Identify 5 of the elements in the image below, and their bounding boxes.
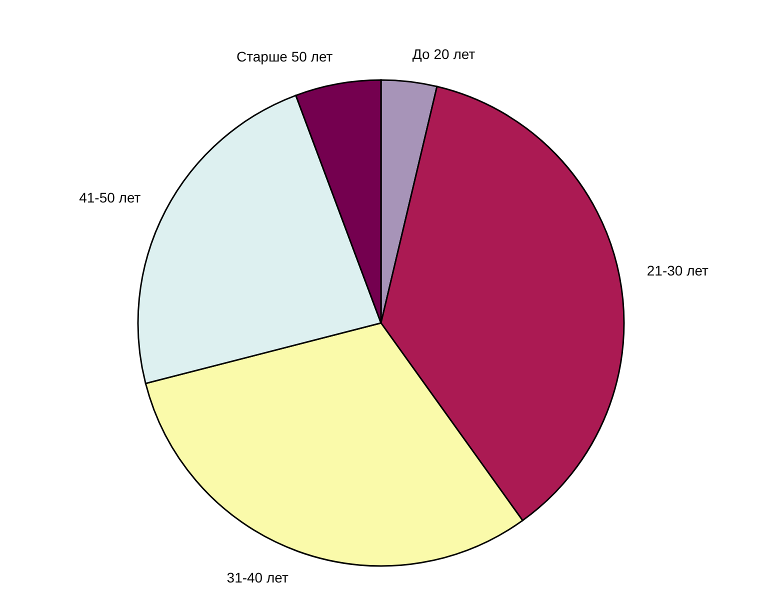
slice-label: До 20 лет bbox=[412, 46, 476, 62]
slice-label: 41-50 лет bbox=[79, 190, 142, 206]
slice-label: 31-40 лет bbox=[226, 570, 289, 586]
slice-label: 21-30 лет bbox=[646, 262, 710, 279]
slice-label: Старше 50 лет bbox=[236, 48, 334, 64]
